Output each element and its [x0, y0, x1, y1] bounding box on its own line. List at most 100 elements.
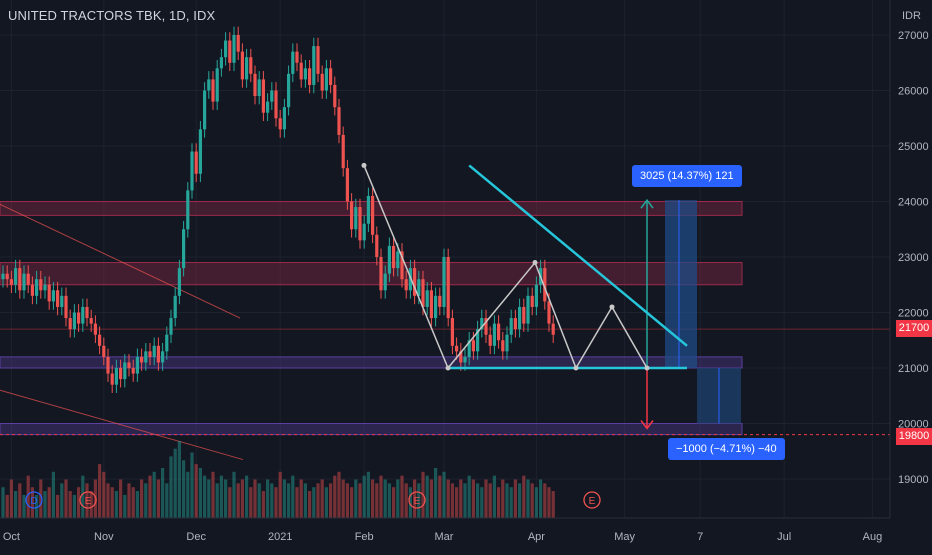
candle-body [5, 273, 9, 280]
candle-body [22, 273, 26, 291]
volume-bar [291, 475, 295, 518]
volume-bar [526, 479, 530, 518]
candle-body [551, 323, 555, 335]
volume-bar [282, 479, 286, 518]
volume-bar [249, 487, 253, 518]
volume-bar [392, 487, 396, 518]
candle-body [396, 251, 400, 269]
candle-body [421, 279, 425, 307]
volume-bar [152, 471, 156, 518]
candle-body [459, 351, 463, 363]
volume-bar [530, 483, 534, 518]
candle-body [387, 245, 391, 274]
candle-body [497, 323, 501, 341]
candle-body [434, 295, 438, 319]
volume-bar [429, 479, 433, 518]
volume-bar [316, 483, 320, 518]
volume-bar [341, 479, 345, 518]
candle-body [308, 68, 312, 85]
volume-bar [98, 464, 102, 518]
volume-bar [257, 483, 261, 518]
volume-bar [366, 471, 370, 518]
candle-body [219, 57, 223, 69]
volume-bar [450, 483, 454, 518]
volume-bar [471, 479, 475, 518]
last-price-tag: 21700 [896, 320, 932, 337]
zigzag-pattern [363, 165, 648, 370]
candle-body [530, 295, 534, 307]
candle-body [455, 345, 459, 352]
candle-body [207, 79, 211, 91]
candle-body [30, 284, 34, 296]
volume-bar [522, 475, 526, 518]
candle-body [476, 329, 480, 352]
candle-body [194, 151, 198, 174]
volume-bar [534, 487, 538, 518]
candle-body [362, 223, 366, 241]
volume-bar [455, 487, 459, 518]
candle-body [400, 251, 404, 280]
zigzag-point [445, 365, 451, 371]
candle-body [266, 101, 270, 113]
volume-bar [106, 483, 110, 518]
candle-body [198, 129, 202, 174]
long-position-label[interactable]: 3025 (14.37%) 121 [632, 165, 742, 187]
short-position-label[interactable]: −1000 (−4.71%) −40 [668, 438, 785, 460]
volume-bar [89, 491, 93, 518]
volume-bar [135, 491, 139, 518]
candle-body [98, 334, 102, 346]
volume-bar [177, 441, 181, 518]
candle-body [9, 279, 13, 285]
candle-body [513, 318, 517, 330]
volume-bar [127, 483, 131, 518]
candle-body [127, 362, 131, 368]
candle-body [253, 73, 257, 97]
candle-body [190, 151, 194, 191]
volume-bar [114, 491, 118, 518]
volume-bar [459, 479, 463, 518]
y-tick-label: 22000 [898, 308, 929, 320]
candle-body [501, 340, 505, 352]
zigzag-point [532, 260, 538, 266]
volume-bar [26, 475, 30, 518]
candle-body [404, 279, 408, 291]
volume-bar [417, 483, 421, 518]
volume-bar [379, 475, 383, 518]
candle-body [543, 268, 547, 302]
event-marker-label: E [85, 496, 92, 507]
candle-body [505, 334, 509, 352]
candle-body [156, 345, 160, 363]
volume-bar [463, 483, 467, 518]
candle-body [64, 295, 68, 319]
candle-body [312, 46, 316, 85]
zigzag-point [573, 365, 579, 371]
volume-bar [56, 494, 60, 518]
candle-body [438, 295, 442, 307]
candle-body [68, 318, 72, 330]
candle-body [245, 57, 249, 80]
volume-bar [194, 464, 198, 518]
candle-body [135, 356, 139, 374]
candle-body [375, 234, 379, 257]
candle-body [429, 290, 433, 319]
x-tick-label: Feb [355, 531, 374, 543]
candle-body [467, 340, 471, 357]
candle-body [102, 345, 106, 357]
candle-body [257, 79, 261, 97]
volume-bar [35, 494, 39, 518]
candle-body [203, 90, 207, 130]
volume-bar [18, 483, 22, 518]
volume-bar [476, 483, 480, 518]
candle-body [350, 201, 354, 230]
candle-body [240, 51, 244, 80]
volume-bar [169, 456, 173, 518]
y-tick-label: 25000 [898, 141, 929, 153]
volume-bar [337, 471, 341, 518]
candle-body [169, 318, 173, 335]
x-tick-label: May [614, 531, 635, 543]
candle-body [450, 318, 454, 346]
volume-bar [186, 471, 190, 518]
candle-body [518, 306, 522, 330]
